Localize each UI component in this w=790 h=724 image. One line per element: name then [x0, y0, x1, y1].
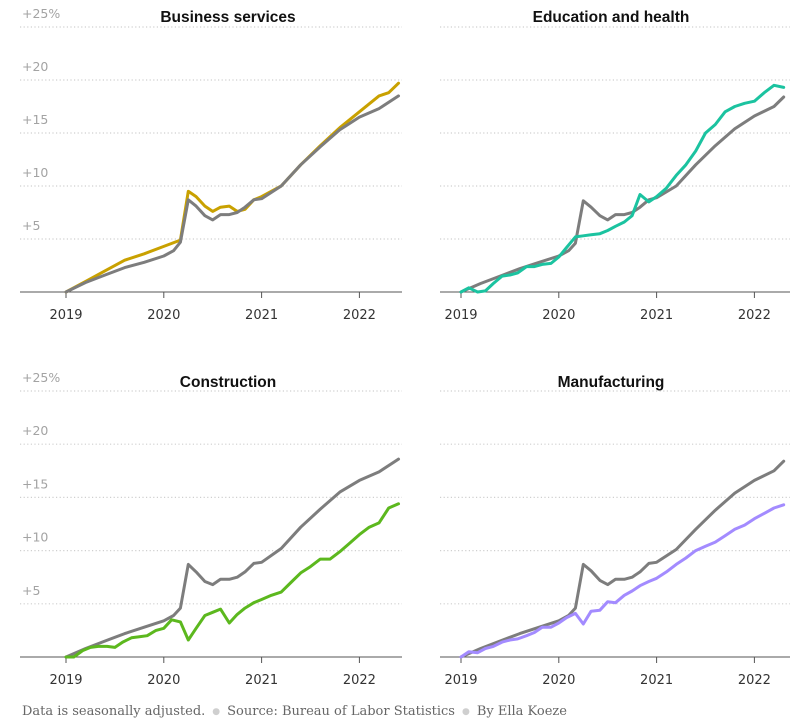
- separator-dot-icon: ●: [212, 707, 221, 717]
- series-line: [64, 81, 400, 294]
- series-line: [459, 95, 786, 294]
- series-line: [459, 83, 786, 294]
- x-tick-label: 2020: [147, 673, 180, 688]
- x-tick-label: 2019: [444, 673, 477, 688]
- chart-footer: Data is seasonally adjusted. ● Source: Bur…: [22, 700, 790, 724]
- x-tick-label: 2020: [542, 673, 575, 688]
- x-tick-label: 2019: [444, 308, 477, 323]
- x-tick-label: 2019: [49, 673, 82, 688]
- chart-title: Construction: [180, 374, 276, 391]
- y-tick-label: +5: [22, 218, 40, 233]
- x-tick-label: 2020: [147, 308, 180, 323]
- x-tick-label: 2022: [343, 673, 376, 688]
- x-tick-label: 2021: [640, 308, 673, 323]
- series-line: [64, 502, 400, 659]
- x-tick-label: 2022: [738, 308, 771, 323]
- footer-note: Data is seasonally adjusted.: [22, 704, 206, 719]
- x-tick-label: 2020: [542, 308, 575, 323]
- chart-title: Education and health: [533, 9, 690, 26]
- series-line: [64, 94, 400, 294]
- y-tick-label: +10: [22, 530, 48, 545]
- footer-source: Source: Bureau of Labor Statistics: [227, 704, 455, 719]
- y-tick-label: +10: [22, 165, 48, 180]
- x-tick-label: 2022: [738, 673, 771, 688]
- small-multiples-charts: Business services +25% +20 +15 +10 +5 2019 2020…: [20, 6, 790, 688]
- chart-title: Business services: [160, 9, 295, 26]
- y-tick-label: +5: [22, 583, 40, 598]
- separator-dot-icon: ●: [461, 707, 470, 717]
- chart-title: Manufacturing: [558, 374, 665, 391]
- y-tick-label: +25%: [22, 6, 60, 21]
- y-tick-label: +20: [22, 423, 48, 438]
- series-line: [459, 503, 786, 659]
- y-tick-label: +15: [22, 476, 48, 491]
- y-tick-label: +15: [22, 112, 48, 127]
- x-tick-label: 2021: [245, 673, 278, 688]
- series-line: [459, 459, 786, 659]
- x-tick-label: 2021: [245, 308, 278, 323]
- footer-byline: By Ella Koeze: [476, 704, 567, 719]
- y-tick-label: +25%: [22, 370, 60, 385]
- y-tick-label: +20: [22, 59, 48, 74]
- x-tick-label: 2022: [343, 308, 376, 323]
- x-tick-label: 2019: [49, 308, 82, 323]
- x-tick-label: 2021: [640, 673, 673, 688]
- series-line: [64, 457, 400, 659]
